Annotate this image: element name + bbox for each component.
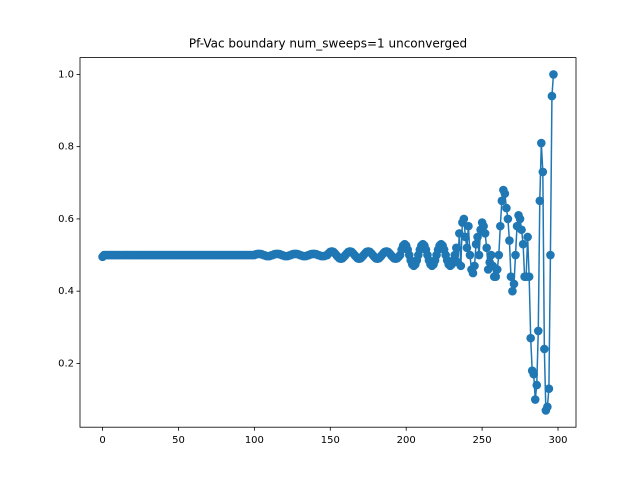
- data-point: [543, 402, 552, 412]
- data-point: [456, 261, 466, 271]
- y-tick-label: 0.8: [58, 142, 74, 153]
- data-point: [450, 250, 460, 260]
- data-point: [461, 232, 470, 242]
- data-point: [526, 333, 535, 343]
- axes-frame: [79, 57, 577, 428]
- data-point: [465, 250, 475, 260]
- y-tick-label: 1.0: [58, 69, 74, 80]
- x-tick-label: 200: [397, 435, 416, 446]
- y-tick-label: 0.6: [58, 214, 74, 225]
- data-point: [535, 196, 545, 206]
- data-point: [544, 384, 554, 394]
- data-point: [462, 243, 472, 253]
- data-point: [491, 272, 501, 282]
- data-point: [486, 250, 496, 260]
- data-point: [537, 138, 546, 148]
- data-point: [497, 196, 507, 206]
- data-point: [494, 250, 504, 260]
- data-point: [459, 214, 469, 224]
- data-point: [523, 232, 532, 242]
- data-point: [546, 250, 555, 260]
- chart-title: Pf-Vac boundary num_sweeps=1 unconverged: [189, 37, 467, 51]
- data-point: [547, 91, 557, 101]
- x-tick-label: 0: [99, 435, 105, 446]
- data-point: [518, 239, 528, 249]
- data-point: [502, 203, 511, 213]
- data-point: [500, 189, 510, 198]
- data-point: [529, 369, 539, 379]
- data-point: [538, 167, 548, 177]
- data-point: [515, 214, 525, 224]
- data-point: [509, 279, 519, 289]
- x-tick-label: 300: [548, 435, 567, 446]
- data-point: [482, 243, 491, 253]
- data-point: [508, 286, 517, 296]
- data-point: [468, 268, 478, 278]
- data-point: [473, 232, 482, 242]
- data-point: [503, 214, 513, 224]
- y-tick-label: 0.4: [58, 286, 74, 297]
- data-point: [524, 272, 534, 282]
- x-tick-label: 50: [172, 435, 185, 446]
- data-point: [549, 70, 558, 79]
- data-point: [540, 344, 549, 354]
- data-point: [464, 221, 473, 231]
- data-point: [474, 250, 484, 260]
- data-point: [506, 272, 516, 282]
- data-point: [533, 326, 543, 336]
- data-point: [496, 221, 505, 231]
- data-point: [532, 380, 542, 390]
- data-point: [471, 239, 481, 249]
- data-point: [451, 243, 461, 253]
- data-point: [505, 236, 514, 245]
- y-tick-label: 0.2: [58, 358, 74, 369]
- data-point: [530, 395, 540, 404]
- x-tick-label: 250: [473, 435, 492, 446]
- data-point: [479, 221, 488, 231]
- x-tick-label: 100: [245, 435, 264, 446]
- data-point: [511, 250, 520, 260]
- data-point: [480, 229, 490, 238]
- data-point: [517, 225, 526, 235]
- x-tick-label: 150: [321, 435, 340, 446]
- data-point: [492, 265, 502, 274]
- data-point: [470, 261, 479, 271]
